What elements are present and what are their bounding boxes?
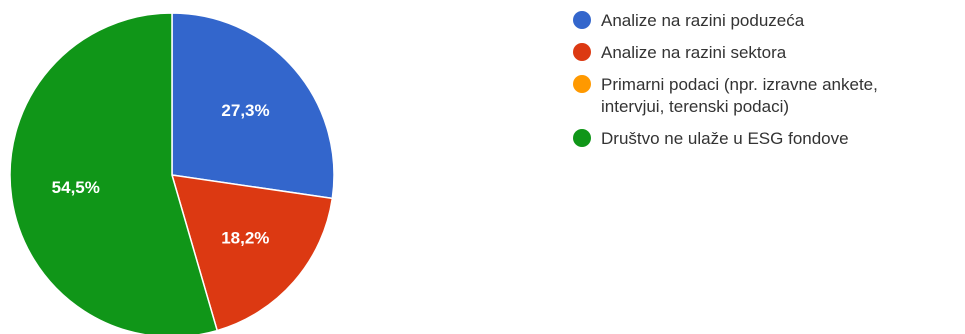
legend-label-sector-analysis: Analize na razini sektora — [601, 43, 787, 62]
pie-value-label-sector-analysis: 18,2% — [221, 228, 269, 247]
pie-value-label-company-analysis: 27,3% — [221, 101, 269, 120]
legend-item-sector-analysis[interactable]: Analize na razini sektora — [573, 42, 963, 64]
legend-item-primary-data[interactable]: Primarni podaci (npr. izravne ankete, in… — [573, 74, 963, 118]
pie-value-labels: 27,3% 18,2% 54,5% — [52, 101, 270, 247]
legend-label-primary-data: Primarni podaci (npr. izravne ankete, in… — [601, 75, 878, 116]
legend-swatch-primary-data — [573, 75, 591, 93]
legend-label-company-analysis: Analize na razini poduzeća — [601, 11, 805, 30]
legend-swatch-company-analysis — [573, 11, 591, 29]
legend-item-no-esg-investment[interactable]: Društvo ne ulaže u ESG fondove — [573, 128, 963, 150]
pie-value-label-no-esg-investment: 54,5% — [52, 178, 100, 197]
legend-label-no-esg-investment: Društvo ne ulaže u ESG fondove — [601, 129, 849, 148]
legend-swatch-sector-analysis — [573, 43, 591, 61]
pie-slice-sector-analysis[interactable] — [170, 174, 334, 332]
chart-legend: Analize na razini poduzeća Analize na ra… — [573, 10, 963, 160]
legend-swatch-no-esg-investment — [573, 129, 591, 147]
pie-slice-company-analysis[interactable] — [171, 12, 335, 200]
pie-slices — [9, 12, 335, 334]
pie-chart: 27,3% 18,2% 54,5% — [9, 12, 335, 334]
legend-item-company-analysis[interactable]: Analize na razini poduzeća — [573, 10, 963, 32]
